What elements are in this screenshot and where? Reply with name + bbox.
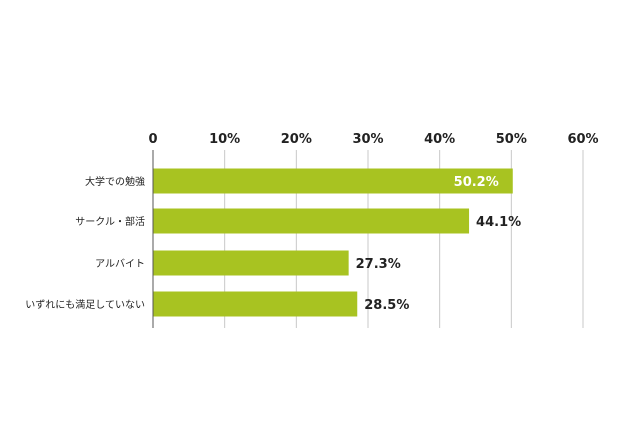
bars [153, 168, 513, 317]
x-tick-label: 10% [209, 132, 240, 147]
x-tick-label: 30% [352, 132, 383, 147]
value-label: 44.1% [476, 215, 521, 230]
value-label: 27.3% [356, 257, 401, 272]
category-label: サークル・部活 [75, 215, 145, 228]
bar [153, 250, 349, 276]
bar [153, 291, 358, 317]
bar [153, 208, 470, 234]
x-tick-label: 20% [281, 132, 312, 147]
x-tick-labels: 0 10% 20% 30% 40% 50% 60% [148, 132, 598, 147]
x-tick-label: 60% [567, 132, 598, 147]
value-labels: 50.2% 44.1% 27.3% 28.5% [356, 175, 522, 313]
x-tick-label: 0 [148, 132, 157, 147]
x-tick-label: 40% [424, 132, 455, 147]
category-label: いずれにも満足していない [25, 299, 145, 311]
x-tick-label: 50% [496, 132, 527, 147]
category-label: アルバイト [95, 258, 145, 270]
value-label: 50.2% [454, 175, 499, 190]
value-label: 28.5% [364, 298, 409, 313]
bar [153, 168, 513, 194]
category-label: 大学での勉強 [85, 175, 145, 188]
